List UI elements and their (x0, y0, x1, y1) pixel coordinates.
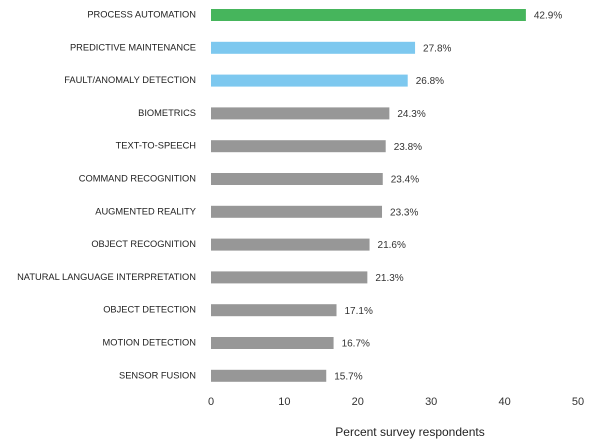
x-tick-label: 20 (352, 396, 364, 408)
bar (211, 140, 386, 153)
value-label: 21.3% (375, 273, 403, 284)
value-label: 23.3% (390, 207, 418, 218)
bar (211, 173, 383, 185)
category-label: PREDICTIVE MAINTENANCE (70, 42, 196, 52)
bar (211, 304, 337, 317)
x-axis-label: Percent survey respondents (335, 425, 484, 439)
x-tick-label: 50 (572, 396, 584, 408)
category-label: FAULT/ANOMALY DETECTION (64, 75, 196, 85)
category-label: BIOMETRICS (138, 108, 196, 118)
bar (211, 205, 383, 218)
bar (211, 369, 327, 382)
bar (211, 74, 408, 87)
value-label: 42.9% (534, 11, 562, 22)
value-label: 21.6% (378, 240, 406, 251)
value-label: 26.8% (416, 76, 444, 87)
bar (211, 271, 368, 284)
category-label: AUGMENTED REALITY (95, 206, 196, 216)
value-label: 15.7% (334, 371, 362, 382)
category-label: TEXT-TO-SPEECH (116, 141, 196, 151)
x-tick-label: 40 (498, 396, 510, 408)
category-label: OBJECT RECOGNITION (91, 239, 196, 249)
x-tick-label: 30 (425, 396, 437, 408)
value-label: 23.4% (391, 175, 419, 186)
bar (211, 41, 416, 54)
category-label: COMMAND RECOGNITION (79, 173, 196, 183)
category-label: NATURAL LANGUAGE INTERPRETATION (17, 272, 196, 282)
value-label: 27.8% (423, 43, 451, 54)
category-label: PROCESS AUTOMATION (87, 9, 196, 19)
category-label: SENSOR FUSION (119, 370, 196, 380)
category-label: MOTION DETECTION (103, 337, 196, 347)
value-label: 17.1% (345, 306, 373, 317)
x-tick-label: 10 (278, 396, 290, 408)
bar (211, 337, 334, 349)
bar (211, 107, 390, 120)
value-label: 16.7% (342, 339, 370, 350)
x-tick-label: 0 (208, 396, 214, 408)
bar (211, 238, 370, 251)
bar (211, 9, 526, 21)
value-label: 24.3% (397, 109, 425, 120)
category-label: OBJECT DETECTION (103, 305, 196, 315)
value-label: 23.8% (394, 142, 422, 153)
